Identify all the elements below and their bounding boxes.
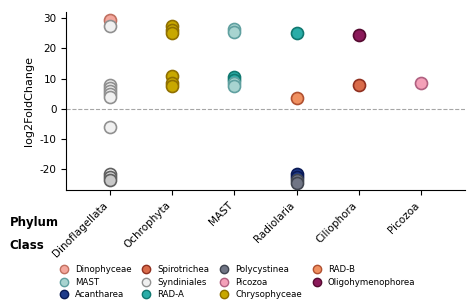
Point <box>230 26 238 31</box>
Point <box>106 82 114 87</box>
Point <box>106 88 114 93</box>
Point <box>168 84 176 89</box>
Point <box>106 91 114 96</box>
Point <box>355 33 363 37</box>
Text: Phylum: Phylum <box>9 216 58 229</box>
Point <box>168 23 176 28</box>
Point <box>293 96 301 101</box>
Point <box>106 94 114 99</box>
Point <box>168 81 176 86</box>
Point <box>106 85 114 90</box>
Text: Class: Class <box>9 239 44 252</box>
Point <box>168 28 176 33</box>
Point <box>230 78 238 83</box>
Point <box>106 17 114 22</box>
Point <box>230 29 238 34</box>
Y-axis label: log2FoldChange: log2FoldChange <box>24 56 34 146</box>
Point <box>106 174 114 179</box>
Point <box>106 125 114 130</box>
Point <box>168 31 176 36</box>
Point <box>293 31 301 36</box>
Point <box>417 81 425 86</box>
Point <box>293 171 301 176</box>
Point <box>293 180 301 185</box>
Point <box>293 177 301 182</box>
Point <box>106 171 114 176</box>
Point <box>106 177 114 182</box>
Point <box>230 84 238 89</box>
Legend: Dinophyceae, MAST, Acantharea, Spirotrichea, Syndiniales, RAD-A, Polycystinea, P: Dinophyceae, MAST, Acantharea, Spirotric… <box>52 262 419 303</box>
Point <box>355 82 363 87</box>
Point <box>230 75 238 80</box>
Point <box>106 23 114 28</box>
Point <box>293 174 301 179</box>
Point <box>230 81 238 86</box>
Point <box>168 73 176 78</box>
